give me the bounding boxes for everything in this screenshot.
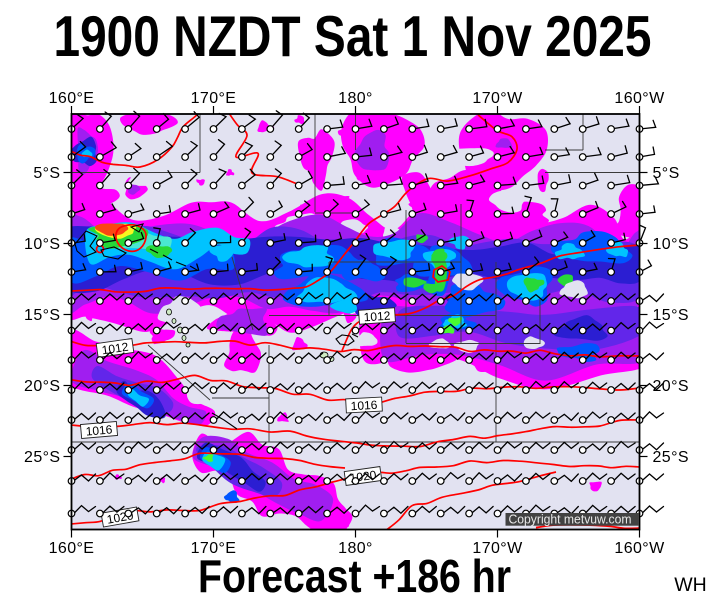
svg-text:5°S: 5°S bbox=[653, 165, 680, 182]
svg-text:25°S: 25°S bbox=[653, 449, 689, 466]
svg-text:10°S: 10°S bbox=[24, 236, 60, 253]
svg-text:170°W: 170°W bbox=[472, 90, 523, 107]
svg-text:160°E: 160°E bbox=[49, 540, 95, 557]
svg-text:15°S: 15°S bbox=[24, 307, 60, 324]
svg-text:160°W: 160°W bbox=[614, 90, 665, 107]
svg-text:180°: 180° bbox=[338, 90, 373, 107]
svg-text:160°E: 160°E bbox=[49, 90, 95, 107]
svg-text:180°: 180° bbox=[338, 540, 373, 557]
svg-text:170°E: 170°E bbox=[191, 90, 237, 107]
svg-text:1012: 1012 bbox=[363, 309, 391, 325]
svg-text:170°E: 170°E bbox=[191, 540, 237, 557]
svg-text:15°S: 15°S bbox=[653, 307, 689, 324]
svg-text:10°S: 10°S bbox=[653, 236, 689, 253]
svg-text:Forecast +186 hr: Forecast +186 hr bbox=[198, 550, 511, 600]
svg-text:1012: 1012 bbox=[101, 340, 130, 358]
svg-text:Copyright metvuw.com: Copyright metvuw.com bbox=[509, 511, 632, 526]
svg-text:20°S: 20°S bbox=[24, 378, 60, 395]
svg-text:25°S: 25°S bbox=[24, 449, 60, 466]
svg-text:170°W: 170°W bbox=[472, 540, 523, 557]
svg-text:1016: 1016 bbox=[350, 398, 378, 413]
svg-text:1900 NZDT Sat 1 Nov 2025: 1900 NZDT Sat 1 Nov 2025 bbox=[54, 5, 652, 69]
svg-text:5°S: 5°S bbox=[33, 165, 60, 182]
svg-text:1016: 1016 bbox=[85, 422, 113, 438]
svg-text:WH: WH bbox=[674, 574, 707, 596]
svg-text:160°W: 160°W bbox=[614, 540, 665, 557]
svg-text:20°S: 20°S bbox=[653, 378, 689, 395]
